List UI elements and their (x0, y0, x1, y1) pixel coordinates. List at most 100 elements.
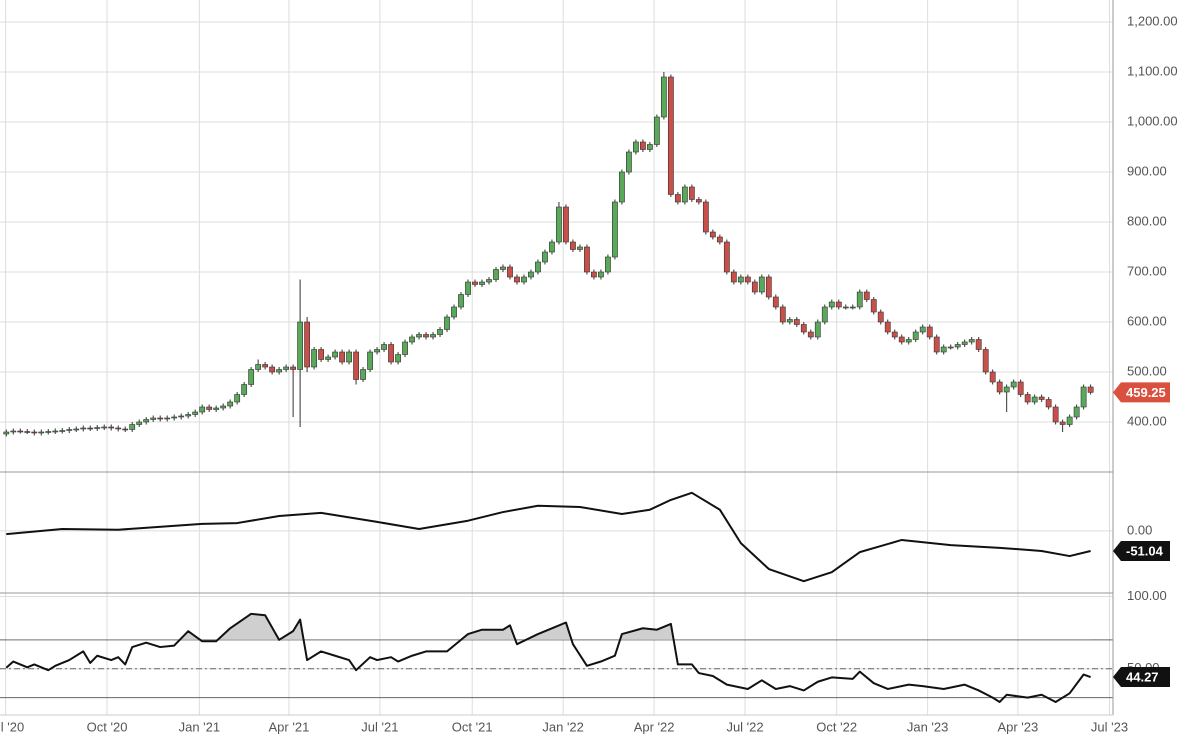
candle-body (304, 321, 311, 368)
candle-body (325, 356, 331, 360)
candle-body (626, 151, 632, 173)
candle-body (996, 381, 1003, 393)
candle-body (975, 339, 982, 350)
candle-body (639, 141, 646, 150)
candle-body (374, 349, 380, 353)
candle-body (1003, 386, 1010, 393)
candle-body (3, 431, 10, 435)
y-tick-label: 100.00 (1127, 588, 1167, 603)
grid (0, 0, 1113, 715)
candle-body (584, 246, 590, 273)
candle-body (605, 256, 611, 273)
candle-body (472, 281, 478, 285)
last-value: -51.04 (1126, 543, 1164, 558)
x-tick-label: Jul '23 (1091, 719, 1128, 734)
candle-body (786, 319, 793, 323)
candle-body (989, 371, 996, 383)
x-tick-label: Jan '22 (542, 719, 584, 734)
labels: Jul '20 Oct '20 Jan '21 Apr '21 Jul '21 Oct '… (0, 13, 1178, 734)
candle-body (136, 421, 143, 425)
y-tick-label: 1,200.00 (1127, 13, 1178, 28)
candle-body (248, 369, 255, 385)
y-tick-label: 1,000.00 (1127, 113, 1178, 128)
candle-body (192, 411, 199, 415)
candle-body (430, 334, 436, 338)
candle-body (262, 364, 269, 368)
candle-body (646, 144, 653, 150)
candle-body (1080, 386, 1087, 408)
candle-body (709, 231, 716, 238)
candle-body (213, 407, 220, 410)
candle-body (45, 431, 52, 433)
candle-body (563, 206, 569, 243)
candle-body (1087, 386, 1094, 393)
candle-body (73, 428, 80, 431)
candle-body (751, 281, 758, 293)
candle-body (1052, 406, 1059, 423)
candle-body (891, 331, 898, 338)
candle-body (723, 241, 730, 273)
candle-body (178, 415, 185, 418)
candle-body (227, 401, 234, 407)
candle-body (1059, 421, 1066, 425)
candle-body (961, 341, 968, 345)
candle-body (164, 417, 171, 420)
candle-body (779, 306, 786, 323)
candle-body (521, 276, 527, 283)
candle-body (339, 351, 345, 363)
candle-body (653, 116, 660, 145)
candle-body (234, 394, 241, 403)
candle-body (388, 344, 394, 363)
y-tick-label: 700.00 (1127, 263, 1167, 278)
last-value: 459.25 (1126, 385, 1166, 400)
candle-body (1017, 381, 1024, 395)
candle-body (535, 261, 541, 273)
candle-body (982, 349, 989, 373)
candle-body (353, 351, 359, 380)
candle-body (297, 321, 304, 370)
candle-body (667, 76, 674, 195)
candle-body (101, 426, 108, 429)
x-tick-label: Jul '22 (726, 719, 763, 734)
candle-body (38, 431, 45, 434)
candle-body (115, 427, 122, 430)
candle-body (674, 194, 681, 203)
candle-body (157, 417, 164, 420)
candle-body (255, 364, 262, 370)
candle-body (1073, 406, 1080, 418)
y-tick-label: 400.00 (1127, 413, 1167, 428)
marks (3, 72, 1094, 703)
candle-body (458, 294, 464, 308)
last-value-tag: -51.04 (1113, 540, 1170, 561)
x-tick-label: Jul '21 (361, 719, 398, 734)
candle-body (800, 324, 807, 333)
last-value-tag: 459.25 (1113, 382, 1170, 403)
last-value-tag: 44.27 (1113, 667, 1170, 688)
candle-body (591, 271, 597, 278)
frame (0, 0, 1114, 716)
candle-body (549, 241, 555, 253)
candle-body (367, 351, 373, 370)
candle-body (437, 329, 443, 335)
candle-body (1045, 399, 1052, 408)
candle-body (835, 301, 842, 308)
candle-body (737, 276, 744, 283)
candle-body (765, 276, 772, 298)
candle-body (514, 276, 520, 283)
candle-body (185, 414, 192, 417)
x-tick-label: Jan '21 (179, 719, 221, 734)
x-tick-label: Oct '20 (87, 719, 128, 734)
candle-body (206, 406, 213, 410)
candle-body (1066, 416, 1073, 425)
candle-body (695, 199, 702, 203)
candle-body (346, 351, 352, 363)
candle-body (52, 430, 59, 433)
candle-body (276, 369, 283, 373)
candle-body (409, 336, 415, 343)
candle-body (451, 306, 457, 318)
candle-body (528, 271, 534, 278)
candle-body (87, 427, 94, 430)
candle-body (94, 427, 101, 429)
candle-body (31, 431, 38, 434)
candle-body (66, 429, 73, 431)
